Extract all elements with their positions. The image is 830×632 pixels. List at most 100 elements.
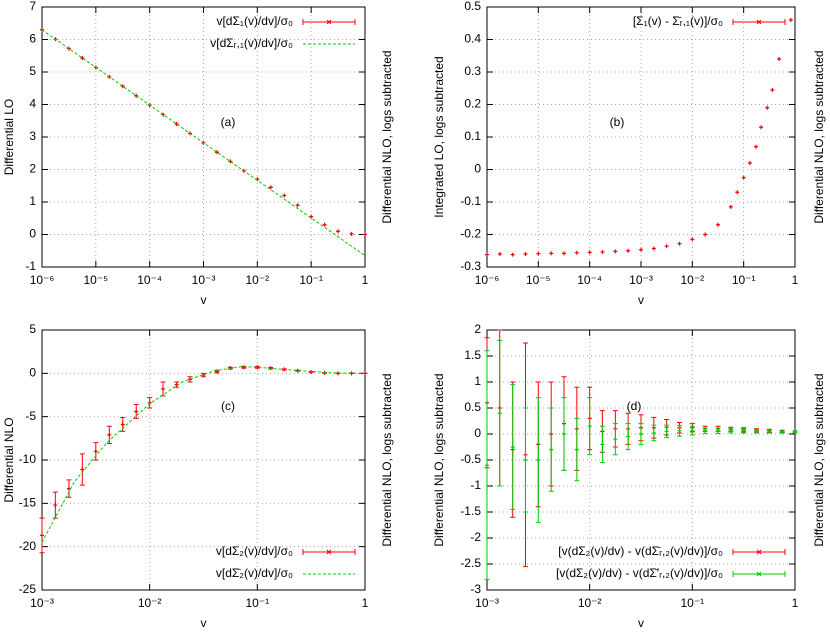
data-point: [228, 159, 233, 164]
plot-border: [486, 6, 796, 268]
annotation: (a): [221, 115, 236, 129]
data-point: [510, 252, 515, 257]
y-tick-label: 0: [29, 227, 36, 241]
x-tick-label: 10⁻⁶: [475, 273, 500, 287]
legend-sample-caps: [732, 549, 786, 555]
annotation: (b): [610, 115, 625, 129]
data-point: [754, 144, 759, 149]
y-tick-label: 1: [29, 194, 36, 208]
y-tick-label: -2.5: [460, 556, 481, 570]
data-point: [754, 429, 759, 434]
x-tick-label: 10⁻¹: [299, 273, 323, 287]
data-point: [561, 432, 566, 436]
data-point: [765, 105, 770, 110]
y-tick-label: 0.1: [464, 129, 481, 143]
legend-label: [v(dΣ₂(v)/dv) - v(dΣ̄ᵣ,₂(v)/dv)]/σ₀: [558, 544, 723, 558]
y-tick-label: -0.2: [460, 227, 481, 241]
y-tick-label: -1.5: [460, 504, 481, 518]
data-point: [549, 447, 554, 452]
data-point: [536, 458, 541, 462]
y-tick-label: 1: [474, 374, 481, 388]
y-tick-label: 6: [29, 32, 36, 46]
legend-label: v[dΣ̄₂(v)/dv]/σ₀: [216, 566, 293, 580]
data-point: [638, 432, 643, 436]
data-point: [134, 409, 139, 414]
y-axis-label: Integrated LO, logs subtracted: [432, 56, 446, 217]
data-point: [770, 87, 775, 92]
x-axis-label: v: [638, 616, 644, 630]
data-point: [107, 432, 112, 437]
data-point: [322, 222, 327, 227]
x-tick-label: 10⁻⁶: [30, 273, 55, 287]
x-tick-label: 10⁻³: [192, 273, 216, 287]
data-point: [336, 229, 341, 234]
legend-sample-caps: [732, 19, 786, 25]
y-tick-label: -1: [25, 259, 36, 273]
data-point: [788, 18, 793, 22]
x-tick-label: 10⁻⁴: [577, 273, 602, 287]
x-tick-label: 1: [362, 273, 369, 287]
y-tick-label: 5: [29, 64, 36, 78]
legend-sample-caps: [732, 571, 786, 577]
data-point: [282, 193, 287, 198]
data-point: [510, 445, 515, 449]
series-line: [41, 29, 366, 257]
data-point: [268, 185, 273, 190]
x-tick-label: 10⁻⁵: [84, 273, 109, 287]
x-tick-label: 1: [362, 596, 369, 610]
data-point: [214, 150, 219, 155]
data-point: [690, 237, 695, 242]
data-point: [485, 252, 489, 257]
y-tick-label: 0.2: [464, 97, 481, 111]
x-tick-label: 1: [792, 596, 799, 610]
data-point: [349, 231, 354, 236]
data-point: [53, 503, 58, 508]
data-point: [735, 190, 740, 195]
data-point: [715, 222, 720, 227]
data-point: [80, 56, 85, 61]
data-point: [690, 428, 695, 433]
data-point: [309, 370, 314, 375]
data-point: [174, 122, 179, 126]
y-tick-label: 0.3: [464, 64, 481, 78]
y-axis-label: Differential NLO, logs subtracted: [432, 373, 446, 546]
data-point: [120, 422, 125, 427]
data-point: [613, 249, 618, 254]
x-tick-label: 10⁻³: [475, 596, 499, 610]
data-point: [561, 251, 566, 256]
data-point: [485, 463, 489, 468]
x-tick-label: 10⁻³: [629, 273, 653, 287]
x-tick-label: 1: [792, 273, 799, 287]
x-axis-label: v: [201, 616, 207, 630]
data-point: [677, 241, 682, 246]
data-point: [188, 377, 193, 382]
y-tick-label: 2: [474, 322, 481, 336]
plot-border: [41, 329, 366, 591]
data-point: [651, 430, 656, 435]
x-tick-label: 10⁻¹: [732, 273, 756, 287]
data-point: [664, 244, 669, 249]
data-point: [497, 252, 502, 256]
y-tick-label: 7: [29, 0, 36, 13]
data-point: [523, 252, 528, 256]
right-axis-label: Differential NLO, logs subtracted: [812, 373, 826, 546]
y-tick-label: -10: [19, 452, 37, 466]
data-point: [587, 424, 592, 429]
data-point: [651, 246, 656, 251]
y-tick-label: -15: [19, 496, 37, 510]
data-point: [780, 429, 785, 434]
data-point: [728, 204, 733, 209]
data-point: [161, 386, 166, 391]
data-point: [574, 447, 579, 452]
data-point: [767, 429, 772, 434]
data-point: [759, 125, 764, 130]
data-point: [664, 429, 669, 434]
data-point: [80, 467, 85, 472]
x-axis-label: v: [638, 293, 644, 307]
data-point: [600, 250, 605, 255]
data-point: [639, 247, 643, 252]
legend-label: [v(dΣ₂(v)/dv) - v(dΣ̄′ᵣ,₂(v)/dv)]/σ₀: [556, 566, 723, 580]
y-tick-label: 3: [29, 129, 36, 143]
x-tick-label: 10⁻²: [680, 273, 704, 287]
x-tick-label: 10⁻²: [578, 596, 602, 610]
